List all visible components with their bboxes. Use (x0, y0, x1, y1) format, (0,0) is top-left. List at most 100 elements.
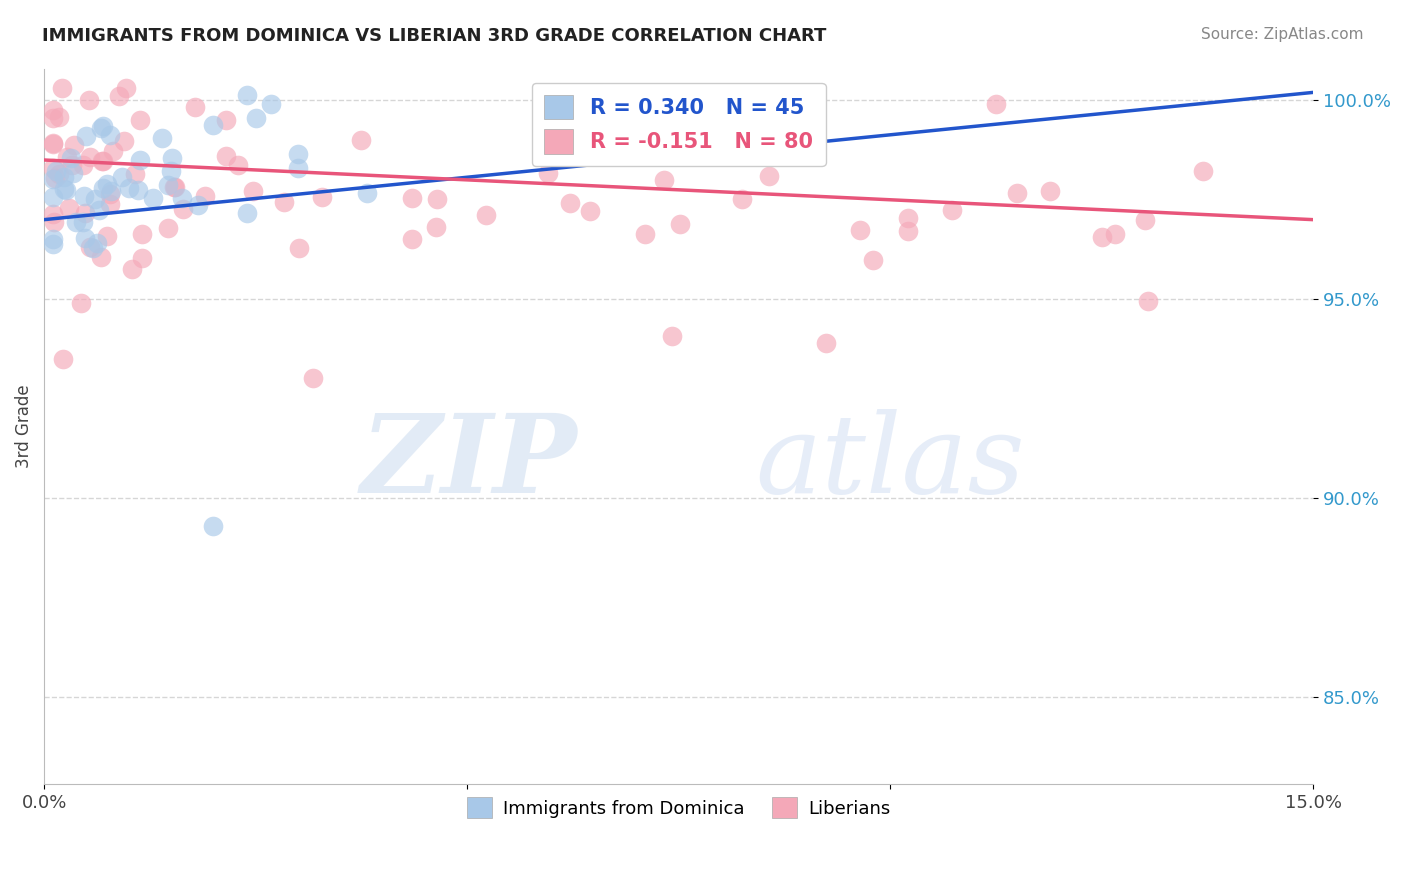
Point (160, 164, 183, 178)
Point (73, 206, 96, 220)
Point (242, 184, 264, 198)
Point (862, 253, 884, 268)
Point (72, 189, 94, 203)
Point (941, 203, 963, 218)
Point (986, 97, 1008, 112)
Point (41, 103, 63, 118)
Point (41, 137, 63, 152)
Point (897, 224, 920, 238)
Point (41, 161, 63, 176)
Point (287, 161, 309, 176)
Point (214, 149, 236, 163)
Point (65, 215, 87, 229)
Point (150, 130, 173, 145)
Point (236, 88, 259, 103)
Point (41, 136, 63, 151)
Point (112, 134, 135, 148)
Point (59, 152, 82, 166)
Point (73, 231, 96, 245)
Point (731, 192, 754, 206)
Point (401, 191, 423, 205)
Point (288, 241, 311, 255)
Point (124, 167, 146, 181)
Point (90, 251, 112, 265)
Point (245, 111, 267, 125)
Point (52, 351, 75, 366)
Text: Source: ZipAtlas.com: Source: ZipAtlas.com (1201, 27, 1364, 42)
Point (170, 190, 193, 204)
Point (160, 151, 183, 165)
Point (52, 182, 75, 196)
Point (202, 118, 225, 132)
Point (91, 119, 114, 133)
Point (259, 96, 281, 111)
Point (91, 154, 114, 169)
Point (84, 192, 107, 206)
Point (131, 251, 153, 265)
Point (48, 110, 70, 124)
Point (79, 240, 101, 254)
Point (287, 146, 309, 161)
Point (72, 158, 94, 172)
Point (897, 211, 920, 225)
Point (63, 137, 86, 152)
Point (82, 242, 104, 256)
Point (98, 197, 121, 211)
Point (103, 145, 125, 159)
Point (41, 112, 63, 126)
Point (661, 329, 683, 343)
Point (62, 158, 84, 172)
Point (1135, 212, 1157, 227)
Point (56, 150, 79, 164)
Point (51, 81, 73, 95)
Point (91, 180, 114, 194)
Point (108, 88, 131, 103)
Point (48, 168, 70, 182)
Point (475, 209, 498, 223)
Point (350, 132, 373, 146)
Point (79, 150, 101, 164)
Point (162, 180, 184, 194)
Point (53, 170, 76, 185)
Point (652, 173, 675, 187)
Point (156, 220, 179, 235)
Point (156, 178, 179, 192)
Point (118, 181, 141, 195)
Point (96, 178, 118, 192)
Point (579, 204, 602, 219)
Point (301, 371, 323, 385)
Point (121, 261, 143, 276)
Point (1192, 164, 1215, 178)
Point (41, 207, 63, 221)
Text: ZIP: ZIP (360, 409, 576, 516)
Point (127, 183, 149, 197)
Point (111, 169, 134, 184)
Point (1137, 294, 1160, 309)
Text: IMMIGRANTS FROM DOMINICA VS LIBERIAN 3RD GRADE CORRELATION CHART: IMMIGRANTS FROM DOMINICA VS LIBERIAN 3RD… (42, 27, 827, 45)
Point (41, 237, 63, 252)
Point (163, 180, 186, 194)
Point (129, 112, 152, 127)
Point (75, 128, 97, 143)
Point (558, 195, 581, 210)
Point (848, 223, 870, 237)
Point (86, 235, 108, 250)
Point (114, 81, 136, 95)
Point (129, 153, 152, 167)
Point (634, 227, 657, 241)
Point (69, 296, 91, 310)
Point (202, 519, 225, 533)
Point (426, 192, 449, 206)
Point (187, 198, 209, 212)
Point (72, 215, 94, 229)
Point (142, 191, 165, 205)
Point (194, 189, 217, 203)
Point (669, 218, 692, 232)
Text: atlas: atlas (755, 409, 1025, 516)
Point (537, 166, 560, 180)
Point (236, 205, 259, 219)
Point (90, 120, 112, 135)
Point (44, 170, 66, 185)
Point (273, 194, 295, 209)
Point (356, 186, 378, 200)
